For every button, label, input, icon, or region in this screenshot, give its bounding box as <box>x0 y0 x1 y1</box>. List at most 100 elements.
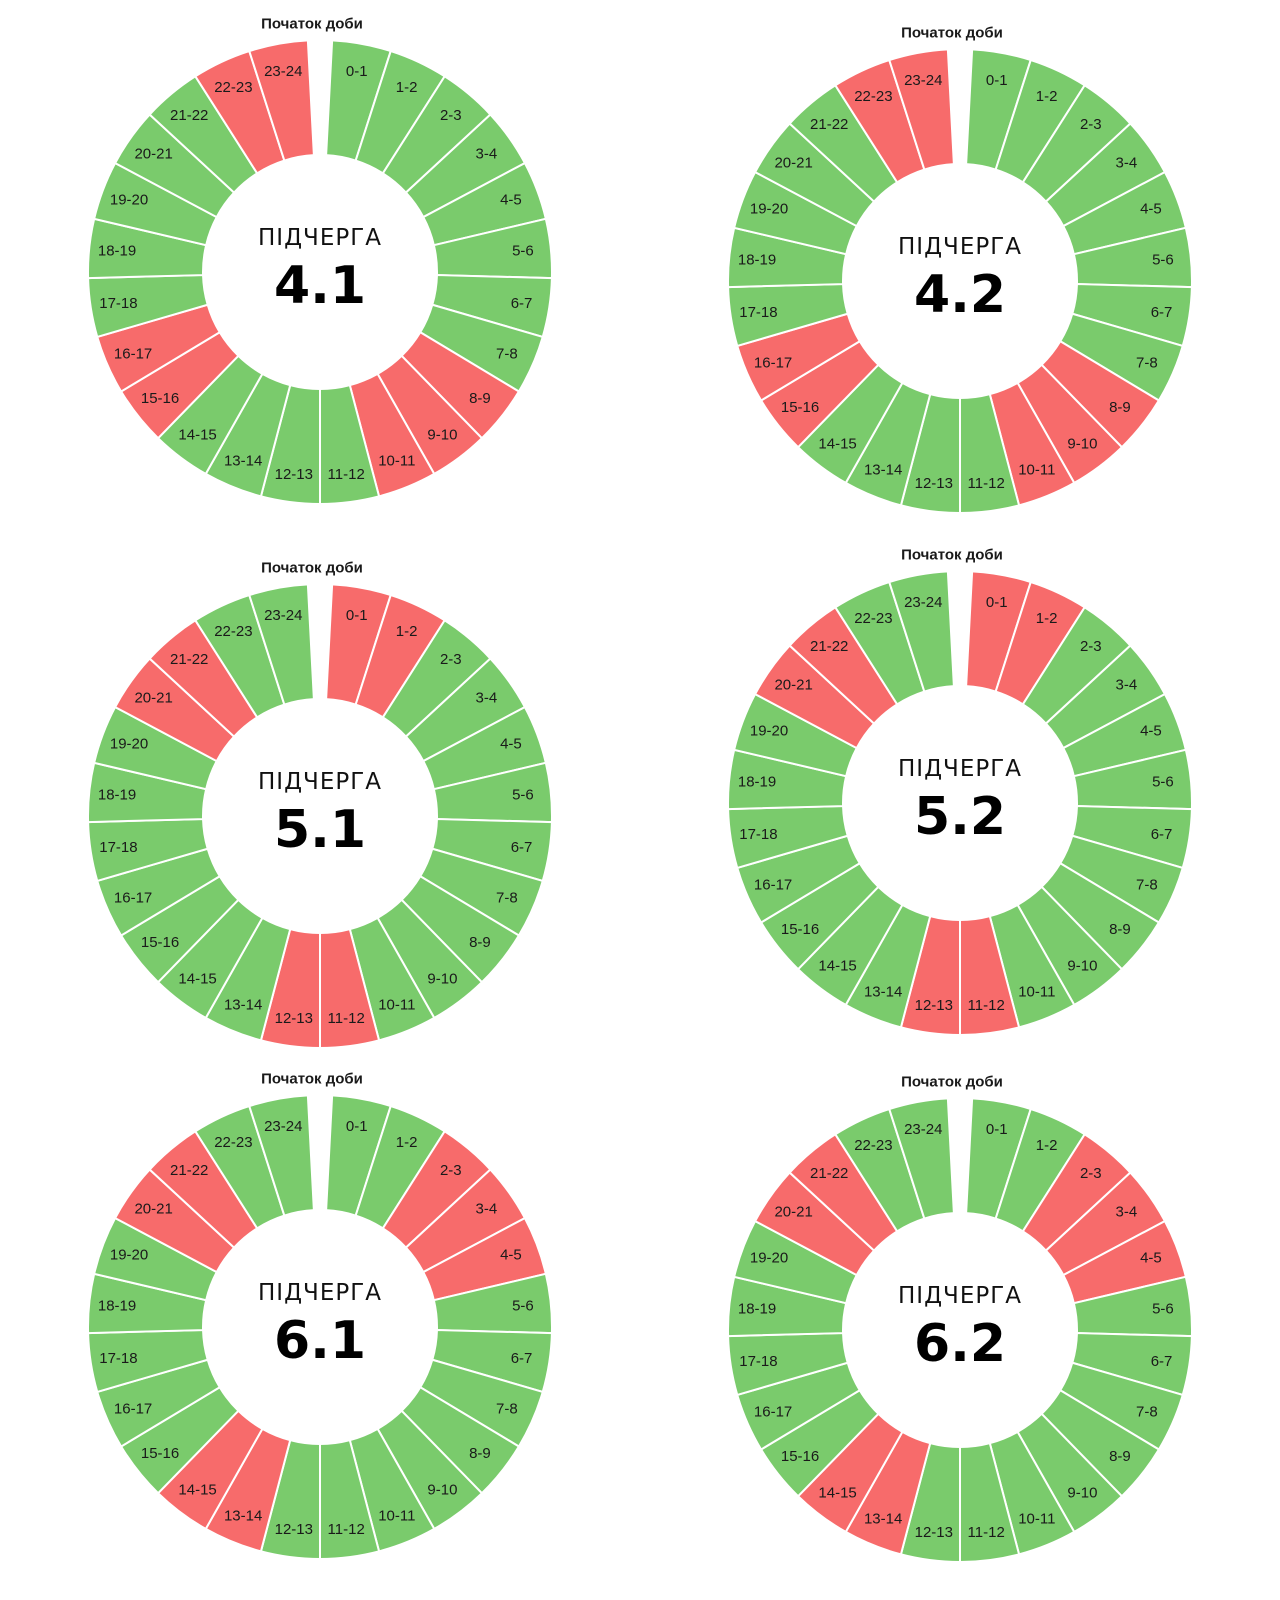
segment-label: 23-24 <box>264 63 302 80</box>
segment-label: 23-24 <box>904 594 942 611</box>
segment-label: 14-15 <box>818 958 856 975</box>
segment-label: 15-16 <box>781 921 819 938</box>
segment-label: 5-6 <box>1152 252 1174 269</box>
segment-label: 20-21 <box>774 1203 812 1220</box>
day-start-label: Початок доби <box>261 1071 363 1088</box>
segment-label: 17-18 <box>739 826 777 843</box>
segment-label: 2-3 <box>440 107 462 124</box>
segment-label: 6-7 <box>511 839 533 856</box>
segment-label: 0-1 <box>346 607 368 624</box>
segment-label: 22-23 <box>854 610 892 627</box>
day-start-label: Початок доби <box>901 25 1003 42</box>
segment-label: 19-20 <box>110 736 148 753</box>
segment-label: 12-13 <box>915 475 953 492</box>
segment-label: 1-2 <box>1036 610 1058 627</box>
segment-label: 19-20 <box>750 201 788 218</box>
segment-label: 20-21 <box>134 689 172 706</box>
segment-label: 7-8 <box>1136 1403 1158 1420</box>
segment-label: 19-20 <box>750 1250 788 1267</box>
subgroup-number: 4.1 <box>274 256 366 316</box>
segment-label: 21-22 <box>810 1165 848 1182</box>
segment-label: 9-10 <box>427 427 457 444</box>
segment-label: 17-18 <box>99 1350 137 1367</box>
segment-label: 22-23 <box>214 79 252 96</box>
segment-label: 5-6 <box>1152 774 1174 791</box>
center-title: ПІДЧЕРГА <box>898 1283 1022 1309</box>
segment-label: 21-22 <box>810 116 848 133</box>
segment-label: 12-13 <box>275 466 313 483</box>
segment-label: 13-14 <box>224 996 262 1013</box>
segment-label: 2-3 <box>440 1162 462 1179</box>
segment-label: 12-13 <box>915 997 953 1014</box>
outage-donut-6-2: 0-1 1-2 2-3 3-4 4-5 5-6 6-7 7-8 8-9 9-10 10-11 11-1… <box>727 1074 1193 1564</box>
outage-donut-5-1: 0-1 1-2 2-3 3-4 4-5 5-6 6-7 7-8 8-9 9-10 10-11 11-1… <box>87 560 553 1050</box>
outage-donut-4-1: 0-1 1-2 2-3 3-4 4-5 5-6 6-7 7-8 8-9 9-10 10-11 11-1… <box>87 16 553 506</box>
segment-label: 6-7 <box>511 295 533 312</box>
outage-donut-6-1: 0-1 1-2 2-3 3-4 4-5 5-6 6-7 7-8 8-9 9-10 10-11 11-1… <box>87 1071 553 1561</box>
segment-label: 8-9 <box>1109 399 1131 416</box>
segment-label: 21-22 <box>170 1162 208 1179</box>
segment-label: 23-24 <box>264 1118 302 1135</box>
segment-label: 17-18 <box>739 1353 777 1370</box>
segment-label: 16-17 <box>754 876 792 893</box>
segment-label: 4-5 <box>1140 201 1162 218</box>
segment-label: 16-17 <box>754 354 792 371</box>
day-start-label: Початок доби <box>261 560 363 577</box>
segment-label: 13-14 <box>224 452 262 469</box>
segment-label: 4-5 <box>500 736 522 753</box>
segment-label: 9-10 <box>1067 1485 1097 1502</box>
segment-label: 4-5 <box>1140 1250 1162 1267</box>
segment-label: 2-3 <box>1080 638 1102 655</box>
segment-label: 0-1 <box>986 594 1008 611</box>
segment-label: 10-11 <box>378 1507 415 1524</box>
segment-label: 4-5 <box>500 192 522 209</box>
segment-label: 19-20 <box>110 1247 148 1264</box>
subgroup-number: 5.1 <box>274 800 366 860</box>
segment-label: 8-9 <box>469 1445 491 1462</box>
segment-label: 0-1 <box>346 1118 368 1135</box>
segment-label: 7-8 <box>496 889 518 906</box>
segment-23-24-power <box>888 570 955 693</box>
segment-label: 16-17 <box>754 1403 792 1420</box>
segment-label: 22-23 <box>214 1134 252 1151</box>
segment-label: 6-7 <box>1151 826 1173 843</box>
segment-label: 4-5 <box>1140 723 1162 740</box>
center-title: ПІДЧЕРГА <box>258 225 382 251</box>
segment-label: 0-1 <box>986 1121 1008 1138</box>
segment-label: 20-21 <box>774 154 812 171</box>
segment-label: 10-11 <box>1018 461 1055 478</box>
segment-23-24-outage <box>248 39 315 162</box>
segment-label: 18-19 <box>738 1301 776 1318</box>
segment-label: 4-5 <box>500 1247 522 1264</box>
segment-label: 21-22 <box>170 651 208 668</box>
segment-label: 3-4 <box>1115 154 1137 171</box>
segment-label: 18-19 <box>738 252 776 269</box>
segment-label: 6-7 <box>511 1350 533 1367</box>
segment-label: 20-21 <box>774 676 812 693</box>
segment-label: 15-16 <box>781 1448 819 1465</box>
subgroup-number: 6.2 <box>914 1314 1006 1374</box>
segment-label: 12-13 <box>915 1524 953 1541</box>
segment-label: 3-4 <box>475 1200 497 1217</box>
segment-label: 22-23 <box>214 623 252 640</box>
subgroup-number: 5.2 <box>914 787 1006 847</box>
segment-label: 15-16 <box>141 390 179 407</box>
segment-label: 0-1 <box>346 63 368 80</box>
outage-donut-5-2: 0-1 1-2 2-3 3-4 4-5 5-6 6-7 7-8 8-9 9-10 10-11 11-1… <box>727 547 1193 1037</box>
segment-label: 23-24 <box>904 1121 942 1138</box>
center-title: ПІДЧЕРГА <box>898 234 1022 260</box>
segment-label: 13-14 <box>864 983 902 1000</box>
subgroup-number: 4.2 <box>914 265 1006 325</box>
segment-label: 8-9 <box>1109 921 1131 938</box>
segment-label: 15-16 <box>141 1445 179 1462</box>
segment-label: 10-11 <box>378 996 415 1013</box>
segment-label: 1-2 <box>396 623 418 640</box>
segment-label: 5-6 <box>512 1298 534 1315</box>
segment-label: 17-18 <box>739 304 777 321</box>
segment-label: 20-21 <box>134 1200 172 1217</box>
segment-label: 14-15 <box>818 436 856 453</box>
segment-label: 11-12 <box>328 1521 365 1538</box>
segment-label: 13-14 <box>864 1510 902 1527</box>
segment-label: 5-6 <box>512 243 534 260</box>
segment-label: 16-17 <box>114 345 152 362</box>
